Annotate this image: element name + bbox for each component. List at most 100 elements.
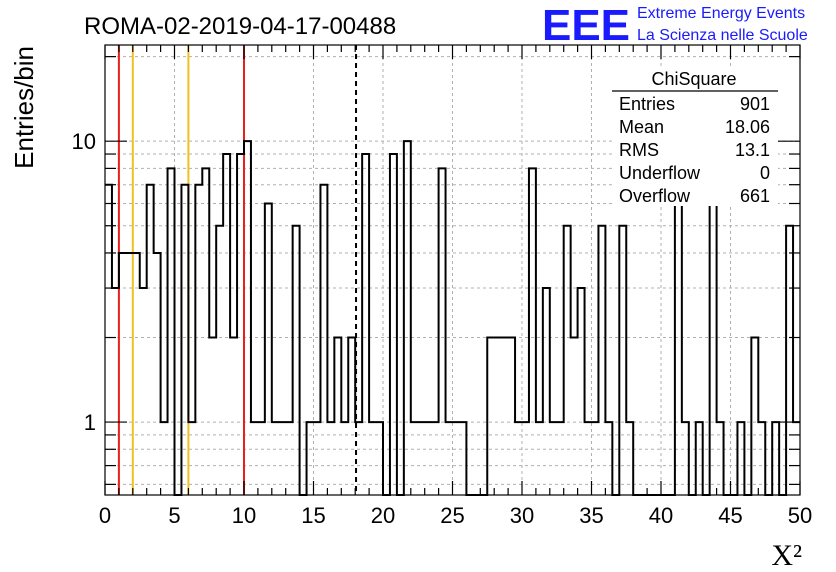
histogram-bin <box>112 288 119 495</box>
histogram-bin <box>154 253 161 495</box>
eee-logo-mark: EEE <box>542 1 630 50</box>
histogram-bin <box>320 185 327 495</box>
histogram-bin <box>751 338 758 495</box>
histogram-bin <box>286 422 293 495</box>
histogram-outline <box>105 117 800 496</box>
histogram-bin <box>251 422 258 495</box>
histogram-bin <box>772 422 779 495</box>
stats-box: ChiSquare Entries 901 Mean 18.06 RMS 13.1 Unde… <box>612 66 778 206</box>
histogram-bin <box>543 288 550 495</box>
x-tick-label: 15 <box>301 503 325 528</box>
x-tick-label: 10 <box>232 503 256 528</box>
y-tick-labels: 1 10 <box>72 129 96 435</box>
histogram-bin <box>529 168 536 495</box>
chart-title: ROMA-02-2019-04-17-00488 <box>84 13 396 40</box>
histogram-bin <box>216 226 223 495</box>
histogram-bin <box>119 253 126 495</box>
histogram-bin <box>418 422 425 495</box>
histogram-bin <box>494 338 501 495</box>
x-axis-label: X² <box>771 539 802 572</box>
histogram-bin <box>147 185 154 495</box>
histogram-bin <box>376 422 383 495</box>
x-tick-label: 20 <box>371 503 395 528</box>
histogram-bin <box>133 253 140 495</box>
stats-box-background <box>612 66 778 206</box>
stats-title: ChiSquare <box>651 69 736 89</box>
eee-logo-line1: Extreme Energy Events <box>637 5 805 22</box>
stats-label: Entries <box>619 94 675 114</box>
stats-label: RMS <box>619 140 659 160</box>
x-tick-labels: 0 5 10 15 20 25 30 35 40 45 50 <box>99 503 812 528</box>
stats-value: 661 <box>740 186 770 206</box>
y-tick-label: 10 <box>72 129 96 154</box>
histogram-bin <box>571 338 578 495</box>
histogram-bin <box>237 154 244 495</box>
histogram-bin <box>550 422 557 495</box>
histogram-bin <box>223 154 230 495</box>
histogram-bin <box>592 422 599 495</box>
histogram-bin <box>168 168 175 495</box>
histogram-bin <box>314 422 321 495</box>
histogram-bin <box>334 338 341 495</box>
x-tick-label: 25 <box>440 503 464 528</box>
histogram-bin <box>432 422 439 495</box>
eee-logo: EEE Extreme Energy Events La Scienza nel… <box>542 1 808 50</box>
histogram-bin <box>181 185 188 495</box>
histogram-bin <box>265 203 272 495</box>
histogram-bin <box>307 422 314 495</box>
histogram-bin <box>202 168 209 495</box>
histogram-bin <box>598 226 605 495</box>
stats-value: 0 <box>760 163 770 183</box>
histogram-bin <box>536 422 543 495</box>
histogram-bin <box>758 422 765 495</box>
histogram-bin <box>459 422 466 495</box>
histogram-bin <box>439 168 446 495</box>
histogram-bin <box>230 338 237 495</box>
eee-logo-line2: La Scienza nelle Scuole <box>637 27 808 44</box>
histogram-bin <box>619 226 626 495</box>
histogram-bin <box>341 422 348 495</box>
histogram-bin <box>411 422 418 495</box>
x-tick-label: 0 <box>99 503 111 528</box>
stats-value: 18.06 <box>725 117 770 137</box>
histogram-bin <box>161 422 168 495</box>
y-axis-label: Entries/bin <box>9 46 39 169</box>
histogram-bin <box>258 422 265 495</box>
histogram-bin <box>244 141 251 495</box>
histogram-bin <box>369 422 376 495</box>
histogram-bin <box>446 422 453 495</box>
y-tick-label: 1 <box>84 410 96 435</box>
histogram-bin <box>605 422 612 495</box>
histogram-bin <box>682 422 689 495</box>
histogram-bin <box>272 422 279 495</box>
histogram-bin <box>717 422 724 495</box>
histogram-bin <box>522 422 529 495</box>
x-tick-label: 50 <box>788 503 812 528</box>
histogram-bin <box>786 226 793 495</box>
stats-rows: Entries 901 Mean 18.06 RMS 13.1 Underflow 0 Over… <box>619 94 770 206</box>
histogram-bin <box>425 422 432 495</box>
x-tick-label: 45 <box>718 503 742 528</box>
histogram-bin <box>508 338 515 495</box>
histogram-bin <box>626 422 633 495</box>
histogram-bin <box>585 422 592 495</box>
histogram-bin <box>501 338 508 495</box>
histogram-bin <box>737 422 744 495</box>
histogram-bin <box>126 253 133 495</box>
histogram-bin <box>487 338 494 495</box>
x-tick-label: 40 <box>649 503 673 528</box>
histogram-bin <box>696 422 703 495</box>
histogram-bin <box>209 338 216 495</box>
histogram-bin <box>515 422 522 495</box>
axis-ticks <box>104 45 801 495</box>
x-tick-label: 5 <box>168 503 180 528</box>
histogram-bin <box>327 422 334 495</box>
histogram-bin <box>293 226 300 495</box>
histogram <box>105 117 800 496</box>
histogram-bin <box>564 226 571 495</box>
stats-value: 901 <box>740 94 770 114</box>
histogram-bin <box>404 141 411 495</box>
histogram-bin <box>105 185 112 495</box>
grid <box>105 45 800 495</box>
